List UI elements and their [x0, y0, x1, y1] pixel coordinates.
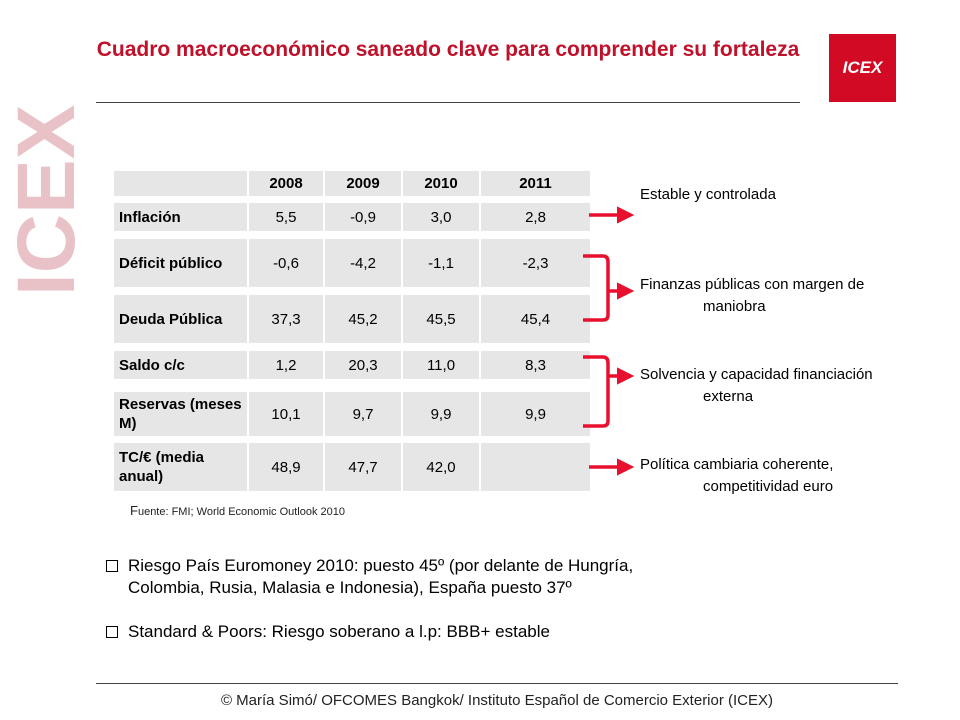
assessment-item: Finanzas públicas con margen de maniobra — [640, 274, 864, 318]
table-cell: 42,0 — [403, 443, 479, 491]
table-cell: -4,2 — [325, 239, 401, 287]
table-cell: 2,8 — [481, 203, 590, 231]
source-text: uente: FMI; World Economic Outlook 2010 — [137, 506, 346, 518]
row-label: TC/€ (media anual) — [114, 443, 247, 491]
year-header: 2008 — [249, 171, 323, 196]
assessment-line-cont: maniobra — [703, 298, 766, 315]
table-cell: 1,2 — [249, 351, 323, 379]
footer-credit: © María Simó/ OFCOMES Bangkok/ Instituto… — [220, 692, 774, 709]
table-source: Fuente: FMI; World Economic Outlook 2010 — [130, 503, 345, 518]
table-cell: 48,9 — [249, 443, 323, 491]
bullet-line: Riesgo País Euromoney 2010: puesto 45º (… — [128, 556, 634, 575]
assessment-item: Estable y controlada — [640, 184, 776, 206]
table-cell: 45,4 — [481, 295, 590, 343]
table-corner — [114, 171, 247, 196]
icex-logo: ICEX — [829, 34, 896, 102]
table-cell: -2,3 — [481, 239, 590, 287]
table-cell: 5,5 — [249, 203, 323, 231]
table-cell: 9,9 — [403, 392, 479, 436]
page-title: Cuadro macroeconómico saneado clave para… — [96, 38, 800, 61]
table-cell: 45,5 — [403, 295, 479, 343]
row-label: Déficit público — [114, 239, 247, 287]
assessment-line: Solvencia y capacidad financiación — [640, 366, 873, 383]
checkbox-bullet-icon — [106, 560, 118, 572]
checkbox-bullet-icon — [106, 626, 118, 638]
table-cell: 11,0 — [403, 351, 479, 379]
assessment-line-cont: competitividad euro — [703, 478, 834, 495]
assessment-line: Finanzas públicas con margen de — [640, 276, 865, 293]
watermark-text: ICEX — [6, 105, 86, 296]
table-cell — [481, 443, 590, 491]
title-divider — [96, 102, 800, 103]
bullet-text: Riesgo País Euromoney 2010: puesto 45º (… — [128, 555, 633, 599]
bullet-item: Riesgo País Euromoney 2010: puesto 45º (… — [106, 555, 633, 599]
assessment-line: Política cambiaria coherente, — [640, 456, 834, 473]
bullet-line: Standard & Poors: Riesgo soberano a l.p:… — [128, 622, 550, 641]
assessment-item: Solvencia y capacidad financiación exter… — [640, 364, 873, 408]
icex-watermark: ICEX — [6, 105, 86, 296]
table-cell: 3,0 — [403, 203, 479, 231]
table-cell: -0,9 — [325, 203, 401, 231]
footer-divider — [96, 683, 898, 684]
row-label: Saldo c/c — [114, 351, 247, 379]
table-cell: 9,9 — [481, 392, 590, 436]
year-header: 2009 — [325, 171, 401, 196]
row-label: Deuda Pública — [114, 295, 247, 343]
assessment-line-cont: externa — [703, 388, 754, 405]
year-header: 2011 — [481, 171, 590, 196]
table-cell: 45,2 — [325, 295, 401, 343]
bullet-item: Standard & Poors: Riesgo soberano a l.p:… — [106, 621, 550, 643]
table-cell: 37,3 — [249, 295, 323, 343]
table-cell: 8,3 — [481, 351, 590, 379]
assessment-item: Política cambiaria coherente, competitiv… — [640, 454, 833, 498]
table-cell: 47,7 — [325, 443, 401, 491]
table-cell: 9,7 — [325, 392, 401, 436]
assessment-line: Estable y controlada — [640, 186, 776, 203]
table-cell: -0,6 — [249, 239, 323, 287]
table-cell: 20,3 — [325, 351, 401, 379]
year-header: 2010 — [403, 171, 479, 196]
row-label: Inflación — [114, 203, 247, 231]
table-cell: -1,1 — [403, 239, 479, 287]
table-cell: 10,1 — [249, 392, 323, 436]
row-label: Reservas (meses M) — [114, 392, 247, 436]
logo-text: ICEX — [842, 58, 883, 77]
source-initial: F — [130, 503, 138, 518]
bullet-line: Colombia, Rusia, Malasia e Indonesia), E… — [128, 578, 572, 597]
